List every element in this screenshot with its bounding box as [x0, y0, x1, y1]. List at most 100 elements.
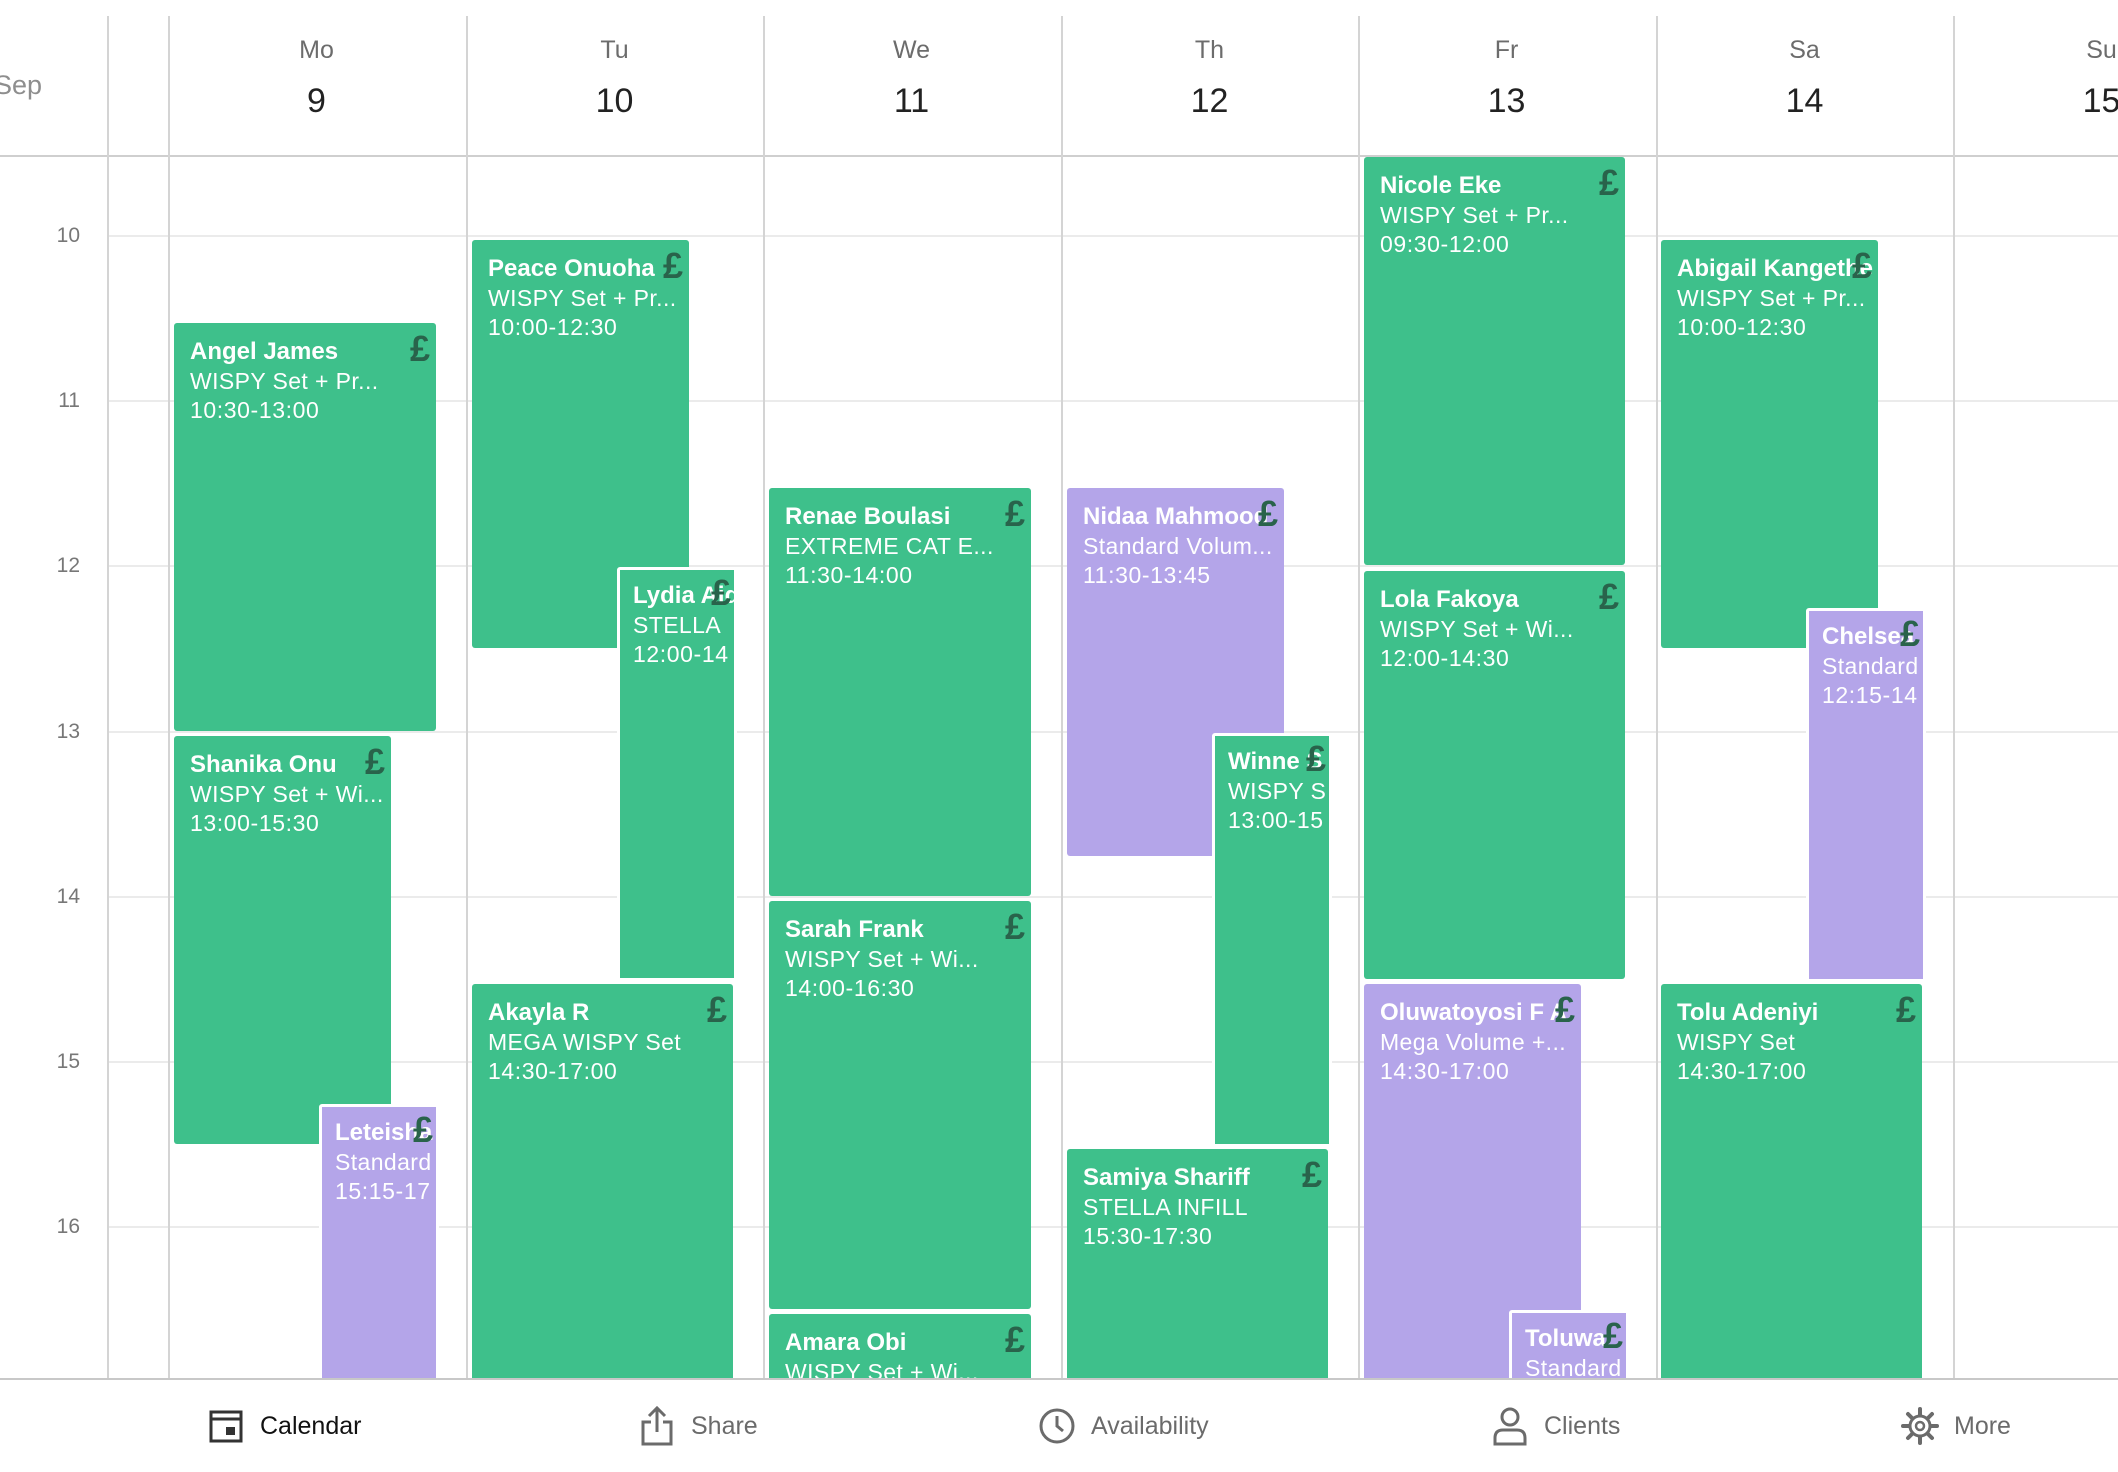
- pound-icon: £: [1305, 738, 1326, 779]
- column-divider: [1656, 16, 1658, 1378]
- appointment-time: 12:00-14:30: [1380, 645, 1510, 671]
- client-name: Nicole Eke: [1380, 172, 1502, 199]
- appointment-time: 14:30-17:00: [488, 1058, 618, 1084]
- service-name: Standard: [1822, 653, 1919, 679]
- tab-share[interactable]: Share: [637, 1380, 758, 1472]
- hour-label: 14: [56, 885, 80, 908]
- tab-calendar[interactable]: Calendar: [206, 1380, 361, 1472]
- client-name: Samiya Shariff: [1083, 1164, 1250, 1191]
- appointment-time: 13:00-15: [1228, 807, 1324, 833]
- appointment-time: 10:00-12:30: [488, 314, 618, 340]
- day-name: Sa: [1789, 36, 1820, 64]
- service-name: WISPY Set + Pr...: [488, 285, 677, 311]
- appointment-time: 10:00-12:30: [1677, 314, 1807, 340]
- day-number: 12: [1190, 82, 1229, 120]
- appointment-card[interactable]: Nicole Eke WISPY Set + Pr... 09:30-12:00…: [1364, 157, 1625, 565]
- pound-icon: £: [1004, 1319, 1025, 1360]
- column-divider: [466, 16, 468, 1378]
- share-icon: [637, 1404, 677, 1448]
- hour-label: 11: [58, 389, 80, 412]
- client-name: Peace Onuoha: [488, 255, 655, 282]
- appointment-card[interactable]: Lydia Aid STELLA 12:00-14 £: [617, 567, 737, 981]
- client-name: Lola Fakoya: [1380, 586, 1519, 613]
- appointment-card[interactable]: Renae Boulasi EXTREME CAT E... 11:30-14:…: [769, 488, 1031, 896]
- pound-icon: £: [1301, 1154, 1322, 1195]
- client-name: Lydia Aid: [633, 582, 737, 609]
- appointment-card[interactable]: Tolu Adeniyi WISPY Set 14:30-17:00 £: [1661, 984, 1922, 1378]
- service-name: WISPY Set + Wi...: [785, 1359, 979, 1378]
- tab-clients[interactable]: Clients: [1490, 1380, 1620, 1472]
- day-number: 9: [307, 82, 326, 120]
- day-name: Tu: [600, 36, 629, 64]
- client-name: Renae Boulasi: [785, 503, 951, 530]
- hour-gridline: [108, 896, 2118, 898]
- tab-more[interactable]: More: [1900, 1380, 2011, 1472]
- appointment-card[interactable]: Angel James WISPY Set + Pr... 10:30-13:0…: [174, 323, 436, 731]
- day-name: Fr: [1494, 36, 1519, 64]
- appointment-card[interactable]: Shanika Onu WISPY Set + Wi... 13:00-15:3…: [174, 736, 391, 1144]
- client-name: Sarah Frank: [785, 916, 924, 943]
- pound-icon: £: [409, 328, 430, 369]
- hour-gridline: [108, 400, 2118, 402]
- tab-label: Clients: [1544, 1411, 1621, 1440]
- calendar-week-view[interactable]: Sep Mo 9 Tu 10 We 11 Th 12 Fr 13 Sa 14 S…: [0, 0, 2118, 1378]
- pound-icon: £: [1851, 245, 1872, 286]
- service-name: STELLA: [633, 612, 722, 638]
- appointment-time: 14:00-16:30: [785, 975, 915, 1001]
- pound-icon: £: [1554, 989, 1575, 1030]
- hour-label: 15: [56, 1050, 80, 1073]
- pound-icon: £: [1602, 1315, 1623, 1356]
- pound-icon: £: [662, 245, 683, 286]
- pound-icon: £: [1899, 613, 1920, 654]
- appointment-card[interactable]: Peace Onuoha WISPY Set + Pr... 10:00-12:…: [472, 240, 689, 648]
- column-divider: [1358, 16, 1360, 1378]
- client-name: Amara Obi: [785, 1329, 907, 1356]
- service-name: WISPY Set + Wi...: [190, 781, 384, 807]
- appointment-card[interactable]: Amara Obi WISPY Set + Wi... £: [769, 1314, 1031, 1378]
- appointment-card[interactable]: Akayla R MEGA WISPY Set 14:30-17:00 £: [472, 984, 733, 1378]
- service-name: WISPY Set + Wi...: [1380, 616, 1574, 642]
- appointment-time: 10:30-13:00: [190, 397, 320, 423]
- appointment-card[interactable]: Samiya Shariff STELLA INFILL 15:30-17:30…: [1067, 1149, 1328, 1378]
- appointment-card[interactable]: Leteisha Standard 15:15-17 £: [319, 1104, 439, 1378]
- service-name: Standard Volum...: [1083, 533, 1273, 559]
- service-name: WISPY Set + Pr...: [1677, 285, 1866, 311]
- tab-bar: Calendar Share Availability Clients: [0, 1378, 2118, 1472]
- column-divider: [1953, 16, 1955, 1378]
- client-name: Leteisha: [335, 1119, 433, 1146]
- column-divider: [1061, 16, 1063, 1378]
- service-name: WISPY Set + Pr...: [190, 368, 379, 394]
- client-name: Angel James: [190, 338, 339, 365]
- day-number: 13: [1487, 82, 1526, 120]
- service-name: WISPY S: [1228, 778, 1327, 804]
- appointment-card[interactable]: Winne S WISPY S 13:00-15 £: [1212, 733, 1332, 1147]
- client-name: Nidaa Mahmood: [1083, 503, 1269, 530]
- service-name: WISPY Set + Pr...: [1380, 202, 1569, 228]
- calendar-icon: [206, 1404, 246, 1448]
- day-number: 10: [595, 82, 634, 120]
- day-number: 15: [2082, 82, 2118, 120]
- hour-label: 10: [56, 224, 80, 247]
- pound-icon: £: [1598, 162, 1619, 203]
- appointment-time: 11:30-14:00: [785, 562, 913, 588]
- day-name: Mo: [299, 36, 334, 64]
- appointment-card[interactable]: Abigail Kangethe WISPY Set + Pr... 10:00…: [1661, 240, 1878, 648]
- service-name: Mega Volume +...: [1380, 1029, 1567, 1055]
- day-name: We: [892, 36, 931, 64]
- service-name: MEGA WISPY Set: [488, 1029, 682, 1055]
- header-divider: [0, 155, 2118, 157]
- pound-icon: £: [1598, 576, 1619, 617]
- appointment-card[interactable]: Toluwa Standard £: [1509, 1310, 1629, 1378]
- tab-availability[interactable]: Availability: [1037, 1380, 1209, 1472]
- appointment-card[interactable]: Sarah Frank WISPY Set + Wi... 14:00-16:3…: [769, 901, 1031, 1309]
- appointment-time: 15:15-17: [335, 1178, 431, 1204]
- appointment-time: 15:30-17:30: [1083, 1223, 1213, 1249]
- appointment-card[interactable]: Chelsea Standard 12:15-14 £: [1806, 608, 1926, 982]
- tab-label: Calendar: [260, 1411, 362, 1440]
- appointment-time: 12:15-14: [1822, 682, 1918, 708]
- column-divider: [763, 16, 765, 1378]
- pound-icon: £: [1895, 989, 1916, 1030]
- client-name: Abigail Kangethe: [1677, 255, 1874, 282]
- appointment-card[interactable]: Lola Fakoya WISPY Set + Wi... 12:00-14:3…: [1364, 571, 1625, 979]
- person-icon: [1490, 1404, 1530, 1448]
